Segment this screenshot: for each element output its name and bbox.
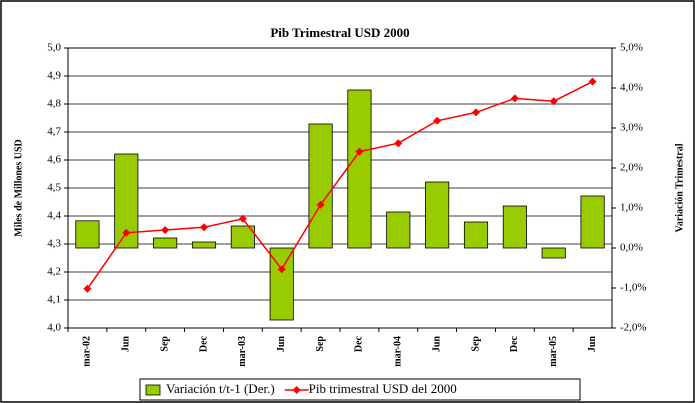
y-tick-label: 4,6 xyxy=(47,154,61,166)
line-marker xyxy=(510,94,519,103)
x-tick-label: Jun xyxy=(431,336,442,353)
bar xyxy=(153,237,178,249)
x-tick-label: Sep xyxy=(159,336,170,352)
line-marker xyxy=(277,265,286,274)
y2-tick-label: 0,0% xyxy=(620,242,643,254)
y-tick-label: 4,3 xyxy=(47,238,61,250)
bar xyxy=(425,181,450,249)
y2-tick-label: 3,0% xyxy=(620,122,643,134)
bar xyxy=(463,221,489,249)
legend-box xyxy=(139,378,581,401)
legend-marker xyxy=(292,386,301,394)
y2-tick-label: -2,0% xyxy=(620,322,647,334)
line xyxy=(86,80,593,290)
x-tick-label: Jun xyxy=(276,336,287,353)
x-tick-label: Dec xyxy=(354,335,365,352)
y2-tick-label: 1,0% xyxy=(620,202,643,214)
y2-axis-title: Variación Trimestral xyxy=(674,143,685,232)
bar xyxy=(230,225,255,249)
line-marker xyxy=(433,116,442,125)
y-tick-label: 4,0 xyxy=(47,322,61,334)
x-tick-label: mar-04 xyxy=(393,336,404,367)
x-tick-label: Dec xyxy=(509,335,520,352)
x-tick-label: mar-02 xyxy=(82,336,93,367)
line-marker xyxy=(316,200,325,209)
legend-label: Variación t/t-1 (Der.) xyxy=(166,381,275,396)
bar xyxy=(269,247,294,321)
line-marker xyxy=(394,139,403,148)
line-marker xyxy=(355,147,364,156)
bar xyxy=(114,153,139,249)
line-marker xyxy=(549,97,558,106)
x-tick-label: Sep xyxy=(470,336,481,352)
line-marker xyxy=(238,214,247,223)
line-marker xyxy=(588,77,597,86)
bar xyxy=(347,89,372,249)
y-tick-label: 4,9 xyxy=(47,70,61,82)
y-tick-label: 4,2 xyxy=(47,266,61,278)
y-tick-label: 5,0 xyxy=(47,42,61,54)
bar xyxy=(308,123,333,249)
legend-label: Pib trimestral USD del 2000 xyxy=(309,381,457,396)
x-tick-label: Jun xyxy=(587,336,598,353)
x-tick-label: mar-03 xyxy=(237,336,248,367)
y2-tick-label: 4,0% xyxy=(620,82,643,94)
y-tick-label: 4,1 xyxy=(47,294,61,306)
bar xyxy=(541,247,566,259)
legend-swatch xyxy=(145,384,161,396)
line-marker xyxy=(472,108,480,117)
x-tick-label: Dec xyxy=(198,335,209,352)
y2-tick-label: 2,0% xyxy=(620,162,643,174)
y-tick-label: 4,4 xyxy=(47,210,61,222)
line-marker xyxy=(161,226,170,234)
x-tick-label: mar-05 xyxy=(548,336,559,367)
bar xyxy=(502,205,527,249)
y-tick-label: 4,7 xyxy=(47,126,61,138)
bar xyxy=(386,211,411,249)
bar xyxy=(191,241,217,249)
y-tick-label: 4,5 xyxy=(47,182,61,194)
line-marker xyxy=(200,223,208,232)
line-marker xyxy=(83,284,92,293)
line-marker xyxy=(122,228,131,237)
bar xyxy=(75,220,100,249)
y-axis-title: Miles de Millones USD xyxy=(13,139,24,237)
x-tick-label: Jun xyxy=(121,336,132,353)
bar xyxy=(580,195,605,249)
y2-tick-label: -1,0% xyxy=(620,282,647,294)
y2-tick-label: 5,0% xyxy=(620,42,643,54)
chart-title: Pib Trimestral USD 2000 xyxy=(270,25,409,40)
y-tick-label: 4,8 xyxy=(47,98,61,110)
x-tick-label: Sep xyxy=(315,336,326,352)
